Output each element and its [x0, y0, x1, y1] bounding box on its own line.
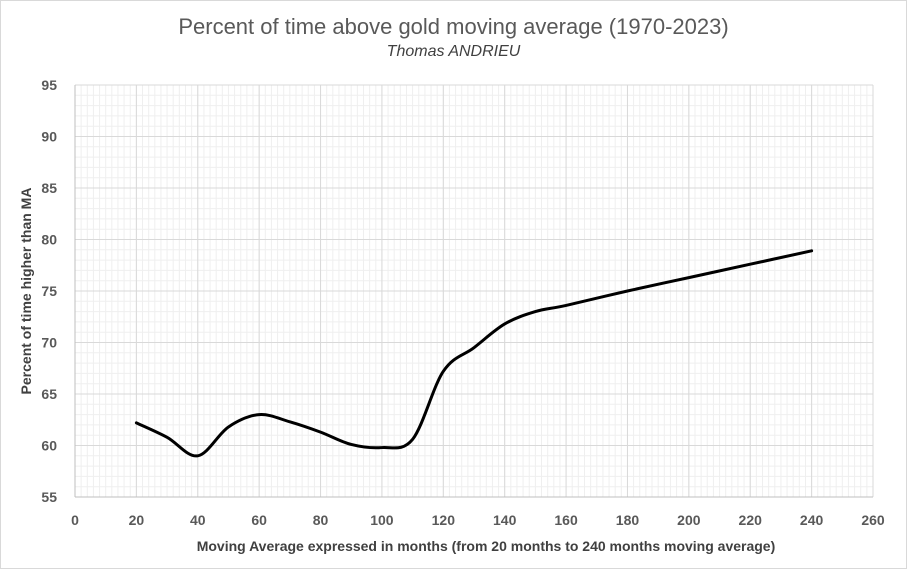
- y-tick-label: 95: [41, 77, 57, 93]
- y-tick-label: 70: [41, 335, 57, 351]
- x-tick-label: 120: [432, 512, 456, 528]
- y-axis-label: Percent of time higher than MA: [18, 188, 34, 395]
- axes: [74, 85, 873, 498]
- y-tick-label: 55: [41, 489, 57, 505]
- x-tick-label: 60: [251, 512, 267, 528]
- x-tick-label: 80: [313, 512, 329, 528]
- x-tick-label: 180: [616, 512, 640, 528]
- y-tick-label: 90: [41, 129, 57, 145]
- y-tick-labels: 55 60 65 70 75 80 85 90 95: [41, 77, 57, 505]
- x-tick-label: 160: [554, 512, 578, 528]
- x-tick-label: 220: [739, 512, 763, 528]
- x-tick-label: 200: [677, 512, 701, 528]
- y-tick-label: 65: [41, 386, 57, 402]
- y-tick-label: 80: [41, 232, 57, 248]
- x-tick-label: 100: [370, 512, 394, 528]
- x-tick-label: 40: [190, 512, 206, 528]
- series-line: [134, 249, 814, 458]
- x-tick-label: 0: [71, 512, 79, 528]
- x-tick-label: 260: [861, 512, 885, 528]
- chart-title: Percent of time above gold moving averag…: [178, 14, 729, 39]
- y-tick-label: 85: [41, 180, 57, 196]
- y-tick-label: 75: [41, 283, 57, 299]
- series-lines: [134, 249, 814, 458]
- x-tick-labels: 0 20 40 60 80 100 120 140 160 180 200 220 240 260: [71, 512, 885, 528]
- x-tick-label: 140: [493, 512, 517, 528]
- y-tick-label: 60: [41, 438, 57, 454]
- x-axis-label: Moving Average expressed in months (from…: [197, 538, 776, 554]
- x-tick-label: 20: [129, 512, 145, 528]
- x-tick-label: 240: [800, 512, 824, 528]
- chart-subtitle: Thomas ANDRIEU: [386, 43, 521, 60]
